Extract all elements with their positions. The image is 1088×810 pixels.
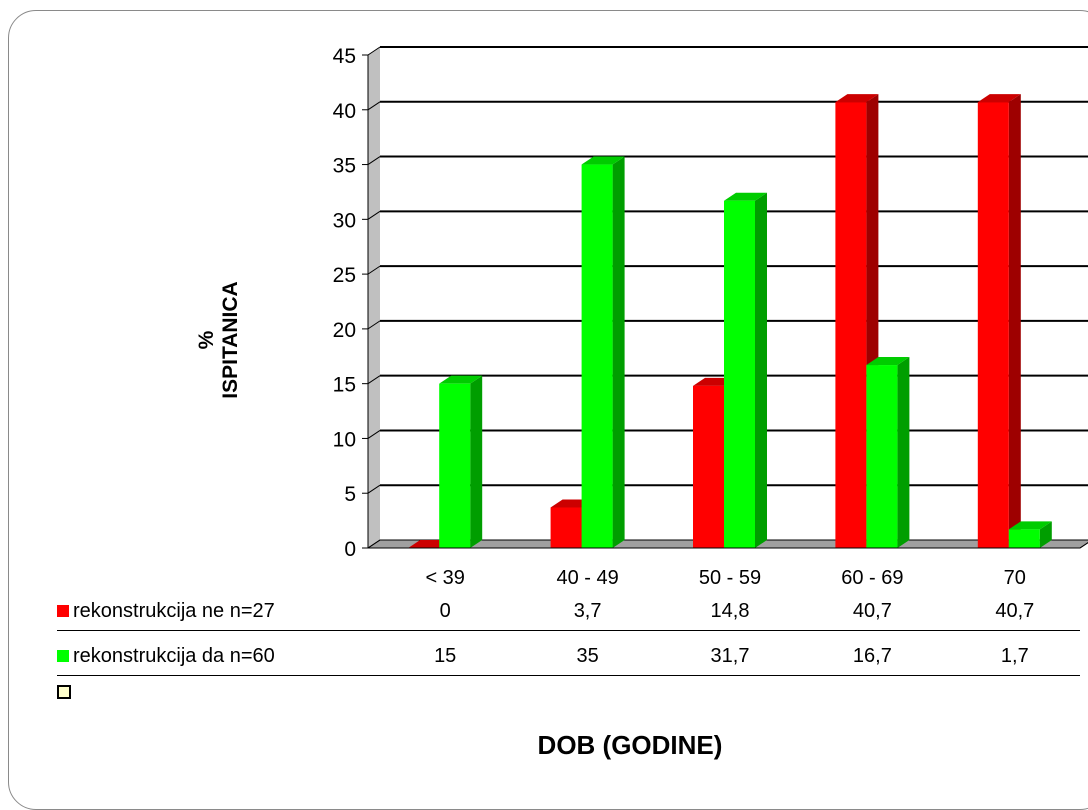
x-tick-label: 50 - 59 — [698, 567, 762, 589]
y-tick-label: 0 — [344, 538, 356, 561]
series-label: rekonstrukcija da n=60 — [73, 645, 275, 667]
data-label: 15 — [434, 645, 457, 667]
bar-side — [470, 375, 483, 548]
data-label: 31,7 — [710, 645, 750, 667]
x-axis-depth — [1079, 542, 1088, 549]
bar-side — [897, 357, 910, 548]
gridline-depth — [367, 375, 381, 385]
bar-top — [724, 192, 767, 201]
empty-legend-swatch — [57, 685, 71, 699]
gridline-depth — [367, 101, 381, 111]
bar-front — [550, 507, 582, 548]
y-tick-label: 45 — [333, 45, 356, 68]
y-tick-label: 35 — [333, 155, 356, 178]
gridline-depth — [367, 156, 381, 165]
bar-top — [835, 94, 879, 103]
data-label: 16,7 — [852, 645, 892, 667]
bar-front — [835, 102, 867, 548]
gridline-depth — [367, 46, 381, 56]
bar-top — [977, 94, 1021, 103]
gridline-depth — [367, 539, 381, 549]
bar-top — [1008, 521, 1052, 530]
y-tick-label: 10 — [333, 428, 356, 451]
bar-da-4 — [1008, 521, 1052, 548]
y-tick-label: 25 — [333, 264, 356, 287]
bar-top — [581, 156, 625, 165]
data-label: 14,8 — [710, 600, 750, 622]
y-tick-label: 30 — [333, 209, 356, 232]
x-tick-label: 40 - 49 — [556, 567, 619, 589]
bar-da-1 — [581, 156, 625, 549]
bar-side — [612, 156, 625, 549]
bars — [368, 94, 1088, 549]
bar-side — [755, 192, 767, 548]
y-tick-labels: 0 5 10 15 20 25 30 35 40 45 — [333, 45, 356, 561]
table-rule — [57, 630, 1080, 631]
bar-front — [724, 200, 755, 548]
gridline-depth — [367, 265, 381, 275]
y-axis-label-line-2: ISPITANICA — [219, 281, 242, 399]
y-axis-label-line-1: % — [195, 330, 218, 350]
bar-front — [439, 383, 471, 548]
bar-front — [693, 385, 724, 548]
gridline-depth — [367, 320, 381, 330]
bar-front — [977, 102, 1009, 548]
data-label: 40,7 — [995, 600, 1035, 622]
data-label: 35 — [576, 645, 599, 667]
bar-front — [866, 365, 898, 548]
gridline-depth — [367, 430, 381, 439]
x-tick-label: 60 - 69 — [841, 567, 904, 589]
series-label: rekonstrukcija ne n=27 — [73, 600, 275, 622]
series-name-1: rekonstrukcija da n=60 — [57, 645, 275, 668]
bar-top — [866, 357, 910, 366]
bar-da-0 — [439, 375, 483, 548]
y-tick-label: 20 — [333, 319, 356, 342]
series-name-0: rekonstrukcija ne n=27 — [57, 600, 275, 623]
x-tick-label: < 39 — [425, 567, 465, 589]
table-rule — [57, 675, 1080, 676]
data-label: 0 — [439, 600, 451, 622]
data-label: 1,7 — [1000, 645, 1029, 667]
bar-front — [581, 164, 613, 549]
data-label: 3,7 — [573, 600, 602, 622]
legend-swatch — [57, 605, 69, 617]
bar-ne-4 — [977, 94, 1021, 548]
bar-chart: 0 5 10 15 20 25 30 35 40 45 — [333, 45, 1088, 561]
x-axis-label: DOB (GODINE) — [537, 730, 723, 760]
bar-side — [1039, 521, 1052, 548]
gridline-depth — [367, 210, 381, 220]
bar-da-2 — [724, 192, 767, 548]
y-tick-label: 40 — [333, 100, 356, 123]
bar-front — [1008, 529, 1040, 548]
gridline-depth — [367, 484, 381, 494]
data-label: 40,7 — [852, 600, 892, 622]
bar-top — [439, 375, 483, 384]
side-wall — [368, 47, 380, 548]
y-tick-label: 15 — [333, 374, 356, 397]
legend-swatch — [57, 650, 69, 662]
bar-da-3 — [866, 357, 910, 548]
bar-side — [1008, 94, 1021, 548]
y-tick-label: 5 — [344, 483, 356, 506]
y-axis-label: % ISPITANICA — [195, 190, 243, 490]
x-tick-label: 70 — [1003, 567, 1026, 589]
